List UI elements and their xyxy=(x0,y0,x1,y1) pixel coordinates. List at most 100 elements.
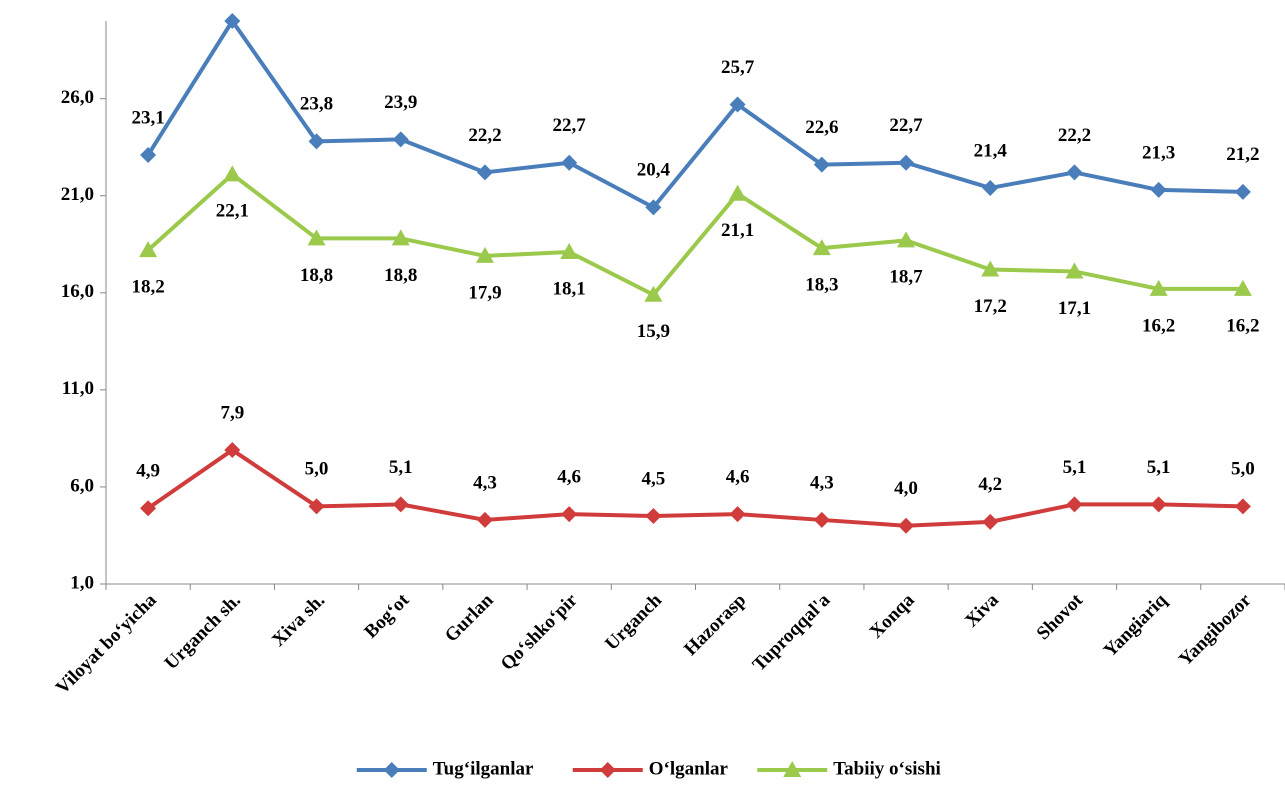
point-marker xyxy=(140,146,157,163)
point-marker xyxy=(644,285,663,302)
data-label: 18,1 xyxy=(553,278,586,299)
point-marker xyxy=(1234,498,1251,515)
data-label: 18,3 xyxy=(805,275,838,296)
data-label: 23,9 xyxy=(384,92,417,113)
point-marker xyxy=(1066,496,1083,513)
x-tick-label: Bog‘ot xyxy=(360,589,413,642)
series-line xyxy=(146,172,1243,297)
series-line xyxy=(146,448,1243,528)
point-marker xyxy=(982,513,999,530)
x-tick-label: Viloyat bo‘yicha xyxy=(52,589,161,698)
series-line xyxy=(146,19,1243,210)
data-label: 25,7 xyxy=(721,57,755,78)
point-marker xyxy=(391,229,410,246)
point-marker xyxy=(392,131,409,148)
point-marker xyxy=(561,506,578,523)
data-label: 23,8 xyxy=(300,94,333,115)
point-marker xyxy=(1065,262,1084,279)
data-label: 21,2 xyxy=(1226,144,1259,165)
y-tick-label: 1,0 xyxy=(70,572,94,593)
data-label: 5,0 xyxy=(1231,459,1255,480)
data-label: 21,3 xyxy=(1142,142,1175,163)
data-label: 4,9 xyxy=(136,461,160,482)
point-marker xyxy=(729,96,746,113)
x-tick-label: Shovot xyxy=(1033,589,1088,644)
point-marker xyxy=(981,260,1000,277)
point-marker xyxy=(475,246,494,263)
point-marker xyxy=(1150,496,1167,513)
legend-marker xyxy=(599,762,616,778)
data-label: 22,2 xyxy=(468,125,501,146)
data-label: 17,9 xyxy=(468,282,501,303)
x-tick-label: Xiva sh. xyxy=(268,590,329,651)
data-label: 21,4 xyxy=(974,140,1008,161)
data-label: 16,2 xyxy=(1142,315,1175,336)
point-marker xyxy=(308,133,325,150)
point-marker xyxy=(1150,181,1167,198)
x-tick-label: Urganch xyxy=(601,589,666,654)
data-label: 17,2 xyxy=(974,296,1007,317)
point-marker xyxy=(728,184,747,201)
data-label: 4,0 xyxy=(894,478,918,499)
data-label: 4,6 xyxy=(557,466,581,487)
data-label: 5,1 xyxy=(1063,457,1087,478)
point-marker xyxy=(307,229,326,246)
y-tick-label: 21,0 xyxy=(61,184,94,205)
x-tick-label: Qo‘shko‘pir xyxy=(497,589,582,674)
data-label: 20,4 xyxy=(637,160,671,181)
data-label: 4,6 xyxy=(726,466,750,487)
y-tick-label: 11,0 xyxy=(62,378,94,399)
data-label: 5,0 xyxy=(305,459,329,480)
legend-marker xyxy=(783,761,802,777)
point-marker xyxy=(308,498,325,515)
data-label: 17,1 xyxy=(1058,298,1091,319)
point-marker xyxy=(1234,183,1251,200)
point-marker xyxy=(139,241,158,258)
data-label: 5,1 xyxy=(389,457,413,478)
data-label: 4,3 xyxy=(810,472,834,493)
point-marker xyxy=(224,13,241,29)
point-marker xyxy=(729,506,746,523)
data-label: 18,7 xyxy=(889,267,923,288)
y-tick-label: 16,0 xyxy=(61,281,94,302)
data-label: 4,2 xyxy=(978,474,1002,495)
x-tick-label: Tuproqqal'a xyxy=(749,589,835,675)
point-marker xyxy=(898,517,915,534)
point-marker xyxy=(813,156,830,173)
y-tick-label: 6,0 xyxy=(70,475,94,496)
point-marker xyxy=(982,179,999,196)
point-marker xyxy=(645,199,662,216)
point-marker xyxy=(645,508,662,525)
data-label: 7,9 xyxy=(220,402,244,423)
point-marker xyxy=(1066,164,1083,181)
point-marker xyxy=(812,239,831,256)
point-marker xyxy=(561,154,578,171)
data-label: 16,2 xyxy=(1226,315,1259,336)
x-tick-label: Hazorasp xyxy=(680,590,750,660)
point-marker xyxy=(223,165,242,182)
data-label: 23,1 xyxy=(131,107,164,128)
legend-label: Tabiiy o‘sishi xyxy=(833,758,941,779)
data-label: 18,8 xyxy=(300,265,333,286)
point-marker xyxy=(1233,279,1252,296)
data-label: 21,1 xyxy=(721,220,754,241)
point-marker xyxy=(476,164,493,181)
point-marker xyxy=(1149,279,1168,296)
x-tick-label: Yangibozor xyxy=(1175,589,1256,670)
data-label: 22,1 xyxy=(216,201,249,222)
point-marker xyxy=(813,511,830,528)
x-tick-label: Gurlan xyxy=(441,589,498,646)
x-tick-label: Yangiariq xyxy=(1100,589,1172,661)
point-marker xyxy=(224,442,241,459)
point-marker xyxy=(476,511,493,528)
data-label: 22,6 xyxy=(805,117,838,138)
data-label: 4,5 xyxy=(642,468,666,489)
data-label: 18,2 xyxy=(131,276,164,297)
data-label: 22,2 xyxy=(1058,125,1091,146)
legend-label: O‘lganlar xyxy=(649,758,729,779)
point-marker xyxy=(140,500,157,517)
point-marker xyxy=(897,231,916,248)
data-label: 15,9 xyxy=(637,321,670,342)
legend-label: Tug‘ilganlar xyxy=(433,758,534,779)
